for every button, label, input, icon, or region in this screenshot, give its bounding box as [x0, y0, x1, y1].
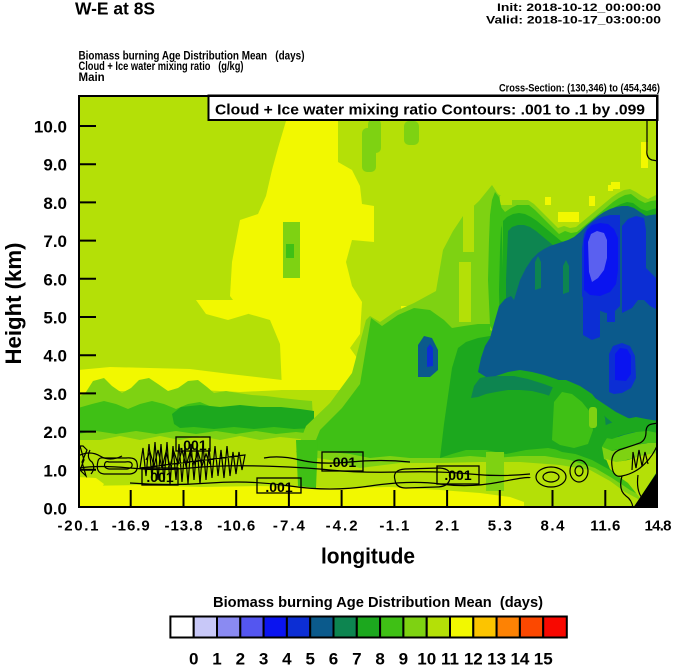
svg-text:9: 9	[399, 650, 408, 667]
svg-text:2.1: 2.1	[435, 518, 459, 535]
svg-text:10.0: 10.0	[34, 118, 67, 137]
svg-text:4: 4	[282, 650, 292, 667]
svg-text:1.0: 1.0	[43, 461, 67, 480]
svg-text:3: 3	[259, 650, 268, 667]
svg-text:13: 13	[487, 650, 506, 667]
svg-text:.001: .001	[329, 454, 356, 470]
svg-text:-13.8: -13.8	[165, 518, 203, 535]
svg-text:.001: .001	[444, 467, 471, 483]
svg-text:-16.9: -16.9	[112, 518, 150, 535]
svg-text:Valid: 2018-10-17_03:00:00: Valid: 2018-10-17_03:00:00	[486, 15, 661, 27]
svg-text:3.0: 3.0	[43, 385, 67, 404]
svg-text:-20.1: -20.1	[58, 518, 99, 535]
svg-text:2: 2	[236, 650, 245, 667]
svg-text:8.4: 8.4	[541, 518, 566, 535]
svg-text:.001: .001	[146, 469, 173, 485]
svg-text:0: 0	[189, 650, 198, 667]
svg-text:0.0: 0.0	[43, 500, 67, 519]
svg-text:14.8: 14.8	[645, 518, 672, 535]
svg-text:7.0: 7.0	[43, 232, 67, 251]
svg-text:2.0: 2.0	[43, 423, 67, 442]
svg-text:5: 5	[305, 650, 314, 667]
svg-text:Cross-Section: (130,346) to (4: Cross-Section: (130,346) to (454,346)	[499, 83, 660, 95]
svg-text:1: 1	[212, 650, 221, 667]
svg-text:Main: Main	[79, 72, 105, 84]
svg-text:6: 6	[329, 650, 338, 667]
svg-text:.001: .001	[265, 479, 292, 495]
svg-text:Biomass burning Age Distributi: Biomass burning Age Distribution Mean (d…	[213, 595, 543, 611]
svg-text:5.0: 5.0	[43, 309, 67, 328]
svg-text:15: 15	[534, 650, 553, 667]
svg-text:8: 8	[375, 650, 384, 667]
svg-text:Biomass burning Age Distributi: Biomass burning Age Distribution Mean (d…	[79, 50, 305, 62]
svg-text:Init: 2018-10-12_00:00:00: Init: 2018-10-12_00:00:00	[497, 2, 661, 14]
svg-text:Height (km): Height (km)	[1, 243, 26, 365]
svg-text:-10.6: -10.6	[217, 518, 255, 535]
svg-text:Cloud + Ice water mixing ratio: Cloud + Ice water mixing ratio Contours:…	[215, 102, 645, 119]
svg-text:11.6: 11.6	[590, 518, 620, 535]
svg-text:longitude: longitude	[321, 544, 415, 569]
svg-text:11: 11	[441, 650, 459, 667]
svg-text:7: 7	[352, 650, 361, 667]
svg-text:W-E at 8S: W-E at 8S	[75, 0, 155, 19]
svg-text:.001: .001	[179, 437, 206, 453]
svg-text:Cloud + Ice water mixing ratio: Cloud + Ice water mixing ratio (g/kg)	[79, 61, 244, 73]
svg-text:8.0: 8.0	[43, 194, 67, 213]
svg-text:12: 12	[464, 650, 483, 667]
svg-text:5.3: 5.3	[488, 518, 512, 535]
svg-text:4.0: 4.0	[43, 347, 67, 366]
svg-text:10: 10	[417, 650, 436, 667]
svg-text:9.0: 9.0	[43, 156, 67, 175]
svg-text:14: 14	[510, 650, 529, 667]
svg-text:6.0: 6.0	[43, 270, 67, 289]
